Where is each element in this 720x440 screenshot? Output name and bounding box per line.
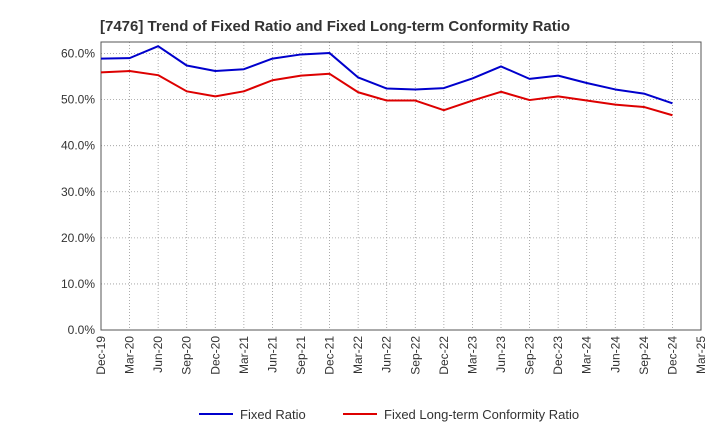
legend-label: Fixed Long-term Conformity Ratio <box>384 407 579 422</box>
y-tick-label: 10.0% <box>61 277 95 291</box>
x-tick-label: Sep-20 <box>180 336 194 375</box>
x-tick-label: Jun-21 <box>265 336 279 373</box>
x-tick-label: Mar-20 <box>123 336 137 374</box>
x-tick-label: Sep-24 <box>637 336 651 375</box>
x-tick-label: Mar-25 <box>694 336 708 374</box>
y-tick-label: 0.0% <box>68 323 96 337</box>
plot-frame <box>100 41 702 331</box>
x-tick-label: Dec-20 <box>208 336 222 375</box>
x-tick-label: Sep-21 <box>294 336 308 375</box>
grid <box>100 42 702 331</box>
x-tick-label: Sep-22 <box>408 336 422 375</box>
chart-title: [7476] Trend of Fixed Ratio and Fixed Lo… <box>100 18 570 35</box>
axes: 0.0% 10.0% 20.0% 30.0% 40.0% 50.0% 60.0% Dec-19… <box>61 41 708 375</box>
y-tick-label: 20.0% <box>61 231 95 245</box>
x-tick-label: Mar-21 <box>237 336 251 374</box>
series-line-fixed-long-term-conformity-ratio <box>100 70 673 117</box>
x-tick-label: Dec-19 <box>94 336 108 375</box>
y-tick-label: 40.0% <box>61 139 95 153</box>
x-tick-label: Jun-23 <box>494 336 508 373</box>
x-tick-label: Sep-23 <box>523 336 537 375</box>
series-lines <box>100 45 673 117</box>
x-tick-label: Jun-20 <box>151 336 165 373</box>
legend-label: Fixed Ratio <box>240 407 306 422</box>
legend: Fixed Ratio Fixed Long-term Conformity Ra… <box>199 407 579 422</box>
x-tick-label: Dec-22 <box>437 336 451 375</box>
series-line-fixed-ratio <box>100 45 673 105</box>
x-tick-label: Mar-22 <box>351 336 365 374</box>
x-tick-label: Jun-24 <box>608 336 622 373</box>
y-tick-label: 30.0% <box>61 185 95 199</box>
y-tick-label: 50.0% <box>61 93 95 107</box>
x-tick-label: Dec-23 <box>551 336 565 375</box>
y-tick-label: 60.0% <box>61 47 95 61</box>
x-tick-label: Jun-22 <box>380 336 394 373</box>
x-tick-label: Mar-23 <box>465 336 479 374</box>
x-tick-label: Dec-21 <box>323 336 337 375</box>
x-tick-label: Mar-24 <box>580 336 594 374</box>
x-tick-label: Dec-24 <box>665 336 679 375</box>
